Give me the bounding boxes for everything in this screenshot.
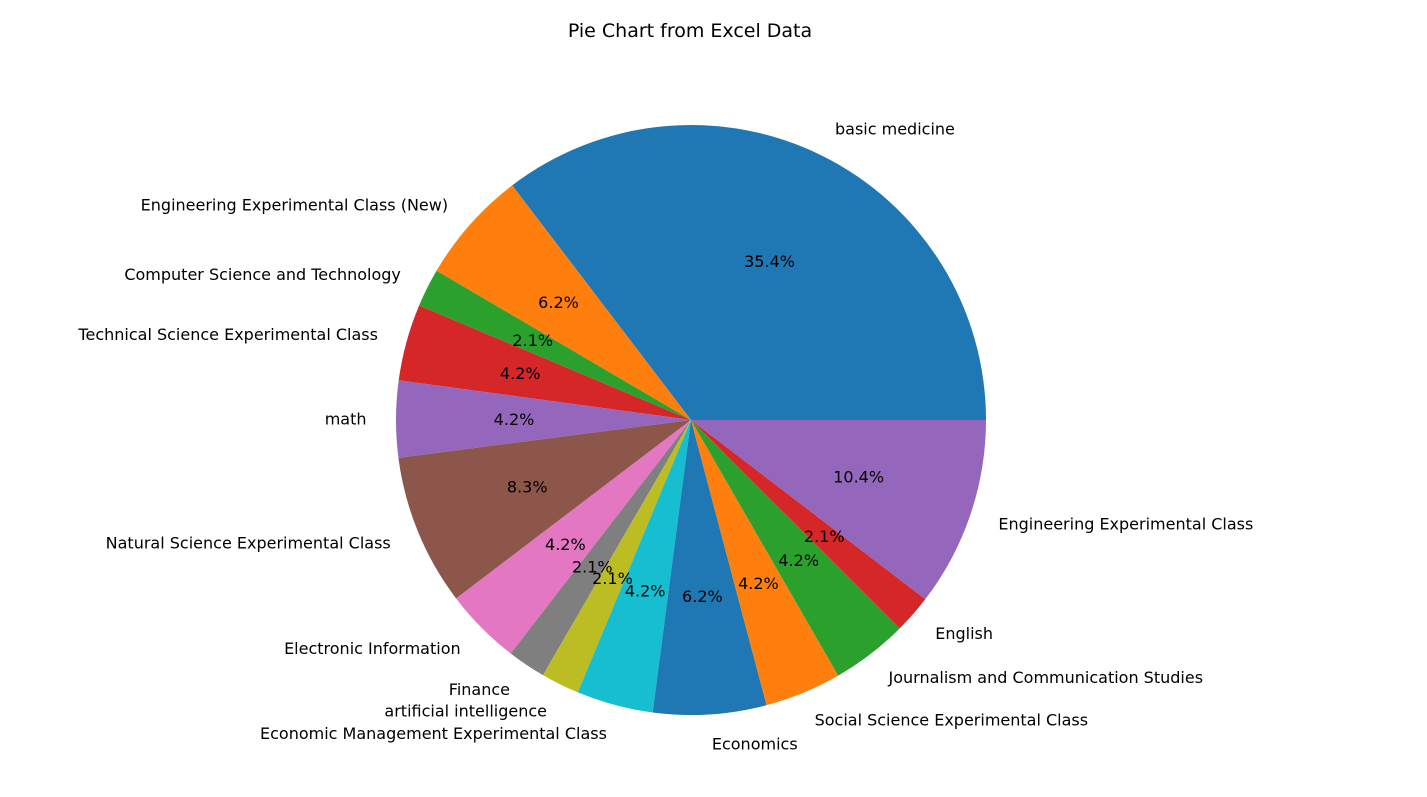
slice-label-artificial-intelligence: artificial intelligence xyxy=(384,701,547,720)
slice-label-economic-management-experimental-class: Economic Management Experimental Class xyxy=(260,724,607,743)
slice-label-social-science-experimental-class: Social Science Experimental Class xyxy=(815,711,1089,730)
slice-label-english: English xyxy=(935,624,993,643)
chart-title: Pie Chart from Excel Data xyxy=(567,20,813,42)
slice-percent-engineering-experimental-class-new: 6.2% xyxy=(538,293,579,312)
slice-percent-math: 4.2% xyxy=(494,410,535,429)
slice-percent-social-science-experimental-class: 4.2% xyxy=(738,574,779,593)
pie-slice-electronic-information xyxy=(456,420,691,654)
pie-slice-math xyxy=(395,380,691,458)
pie-slice-engineering-experimental-class-new xyxy=(436,185,691,420)
slice-percent-english: 2.1% xyxy=(804,527,845,546)
pie-slices xyxy=(395,124,986,715)
slice-percent-artificial-intelligence: 2.1% xyxy=(592,569,633,588)
pie-slice-english xyxy=(691,420,926,629)
slice-percent-economics: 6.2% xyxy=(682,587,723,606)
pie-slice-basic-medicine xyxy=(512,124,986,420)
slice-label-engineering-experimental-class: Engineering Experimental Class xyxy=(998,515,1253,534)
slice-label-finance: Finance xyxy=(449,680,510,699)
pie-slice-journalism-and-communication-studies xyxy=(691,420,900,676)
slice-percent-finance: 2.1% xyxy=(572,557,613,576)
pie-slice-finance xyxy=(510,420,691,676)
slice-label-math: math xyxy=(325,409,367,428)
pie-slice-economic-management-experimental-class xyxy=(577,420,691,713)
slice-percent-natural-science-experimental-class: 8.3% xyxy=(507,478,548,497)
pie-slice-social-science-experimental-class xyxy=(691,420,839,706)
slice-percent-technical-science-experimental-class: 4.2% xyxy=(500,364,541,383)
slice-label-engineering-experimental-class-new: Engineering Experimental Class (New) xyxy=(141,195,448,214)
slice-label-basic-medicine: basic medicine xyxy=(835,120,955,139)
slice-percent-computer-science-and-technology: 2.1% xyxy=(512,331,553,350)
pie-slice-natural-science-experimental-class xyxy=(398,420,691,599)
pie-labels: basic medicine 35.4% Engineering Experimen… xyxy=(77,120,1253,754)
slice-label-natural-science-experimental-class: Natural Science Experimental Class xyxy=(106,534,391,553)
slice-percent-journalism-and-communication-studies: 4.2% xyxy=(778,551,819,570)
slice-label-journalism-and-communication-studies: Journalism and Communication Studies xyxy=(888,668,1204,687)
slice-label-computer-science-and-technology: Computer Science and Technology xyxy=(124,265,401,284)
slice-label-economics: Economics xyxy=(712,734,798,753)
pie-slice-technical-science-experimental-class xyxy=(398,305,691,420)
slice-percent-electronic-information: 4.2% xyxy=(545,535,586,554)
slice-label-technical-science-experimental-class: Technical Science Experimental Class xyxy=(77,325,378,344)
slice-label-electronic-information: Electronic Information xyxy=(284,639,461,658)
pie-slice-engineering-experimental-class xyxy=(691,420,986,600)
slice-percent-engineering-experimental-class: 10.4% xyxy=(833,467,884,486)
slice-percent-basic-medicine: 35.4% xyxy=(744,252,795,271)
slice-percent-economic-management-experimental-class: 4.2% xyxy=(625,581,666,600)
pie-slice-artificial-intelligence xyxy=(542,420,691,693)
pie-slice-computer-science-and-technology xyxy=(419,270,691,420)
pie-slice-economics xyxy=(652,420,767,715)
